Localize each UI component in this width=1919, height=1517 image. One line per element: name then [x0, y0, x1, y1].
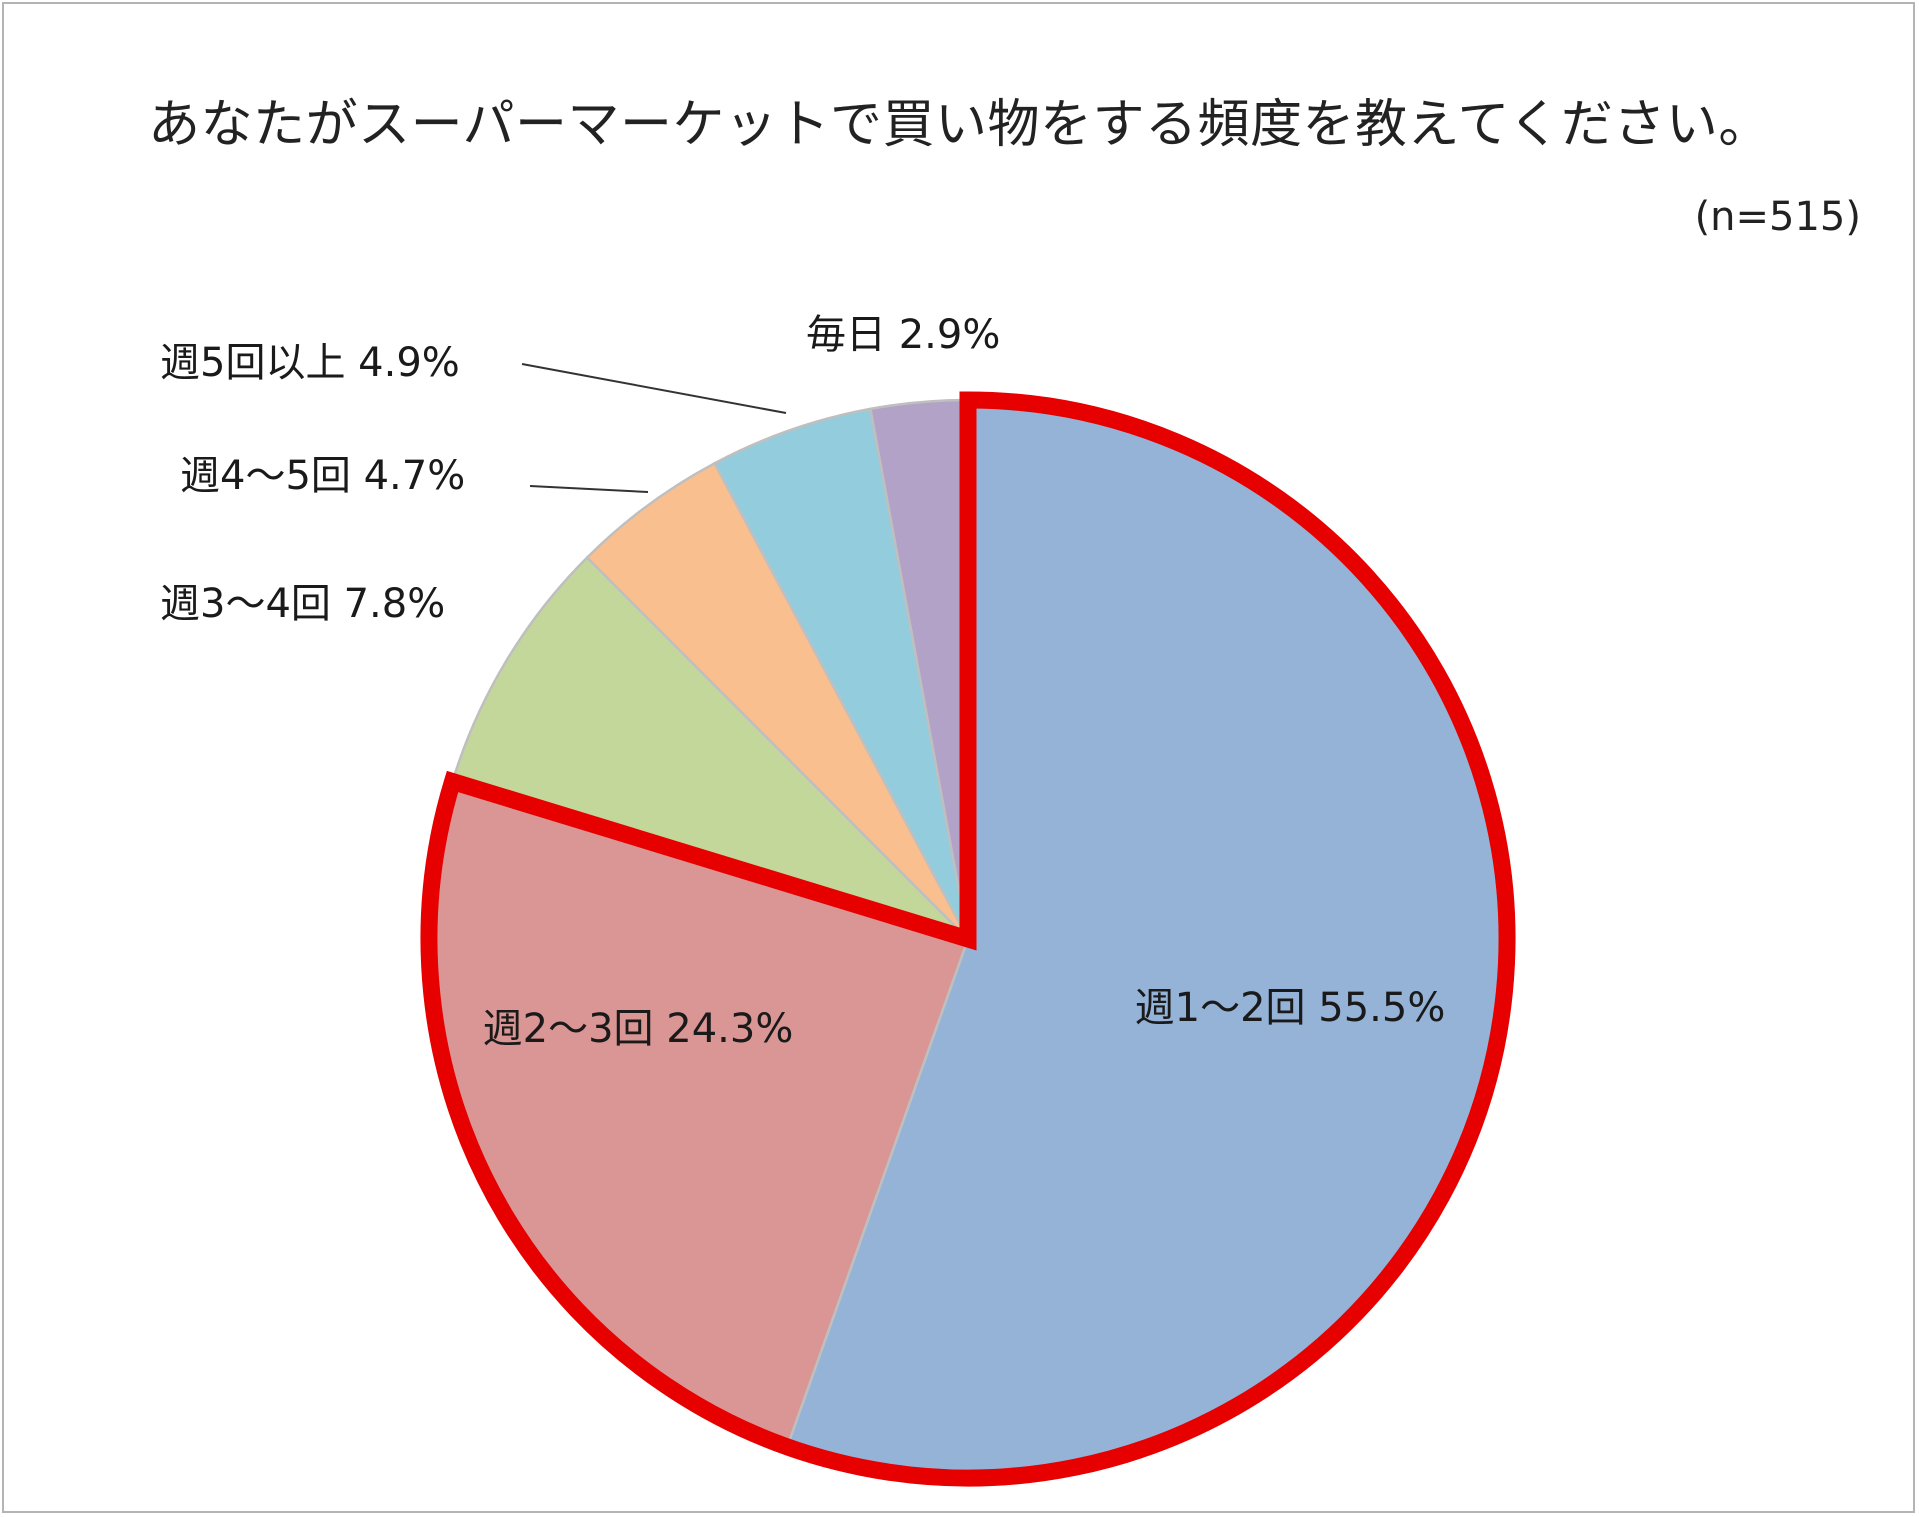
slice-labels: 週1～2回 55.5% 週2～3回 24.3% 週3～4回 7.8% 週4～5回 4.…: [160, 312, 1445, 1052]
sample-size-note: (n=515): [1694, 194, 1861, 240]
leader-line-5: [521, 363, 787, 414]
pie-slice-5: [712, 407, 970, 940]
pie-slice-4: [585, 461, 970, 940]
highlight-border: [420, 391, 1516, 1487]
chart-title: あなたがスーパーマーケットで買い物をする頻度を教えてください。: [148, 95, 1771, 155]
pie-slice-3: [450, 555, 969, 941]
slice-label-4: 週4～5回 4.7%: [180, 453, 465, 499]
slice-label-3: 週3～4回 7.8%: [160, 581, 445, 627]
slice-label-6: 毎日 2.9%: [806, 312, 1000, 358]
slice-label-2: 週2～3回 24.3%: [483, 1006, 794, 1052]
slice-label-5: 週5回以上 4.9%: [160, 340, 460, 386]
leader-line-4: [529, 485, 649, 493]
highlight-outline: [420, 391, 1516, 1487]
leader-lines: [521, 363, 787, 493]
slice-label-1: 週1～2回 55.5%: [1135, 985, 1446, 1031]
